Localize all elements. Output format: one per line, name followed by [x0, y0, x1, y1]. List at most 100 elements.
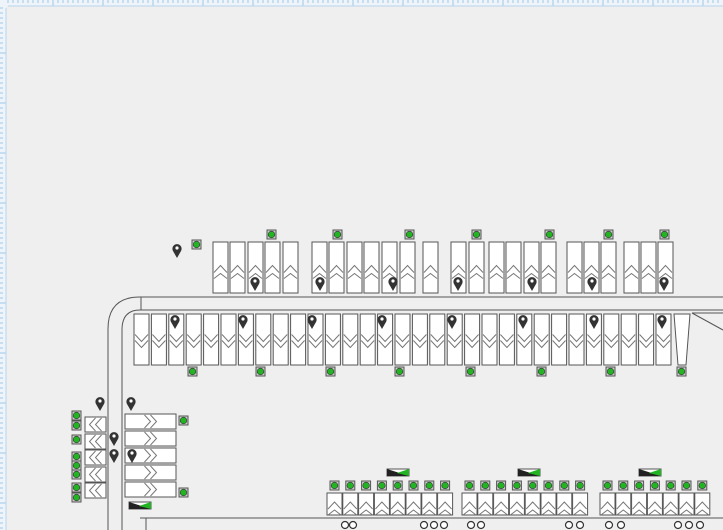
stall-arrow: [273, 334, 288, 349]
location-pin: [170, 315, 180, 329]
location-pin: [657, 315, 667, 329]
charger-fill: [649, 469, 661, 476]
parking-stall: [437, 492, 454, 516]
pin-dot: [112, 451, 116, 455]
sensor-light: [441, 481, 449, 490]
stall-arrow: [88, 450, 102, 465]
parking-stall: [566, 241, 583, 294]
parking-stall: [615, 492, 632, 516]
parking-stall: [389, 492, 406, 516]
pin-dot: [456, 279, 460, 283]
stall-arrow: [88, 434, 102, 449]
pin-dot: [310, 317, 314, 321]
parking-stall: [272, 313, 289, 366]
bollard: [673, 520, 683, 530]
stall-arrow: [451, 264, 466, 279]
sensor-light: [72, 452, 81, 461]
stall-arrow: [360, 334, 375, 349]
pin-dot: [112, 434, 116, 438]
parking-stall: [662, 492, 679, 516]
stall-arrow: [695, 501, 710, 516]
pin-dot: [173, 317, 177, 321]
location-pin: [109, 449, 119, 463]
stall-arrow: [462, 501, 477, 516]
ruler-top: [0, 0, 723, 6]
pin-dot: [253, 279, 257, 283]
parking-stall: [638, 313, 655, 366]
stall-arrow: [343, 501, 358, 516]
parking-stall: [150, 313, 167, 366]
parking-stall: [600, 241, 617, 294]
stall-arrow: [169, 334, 184, 349]
location-pin: [109, 432, 119, 446]
stall-arrow: [587, 334, 601, 349]
location-pin: [238, 315, 248, 329]
stall-arrow: [624, 264, 639, 279]
pin-dot: [590, 279, 594, 283]
parking-stall: [399, 241, 416, 294]
parking-stall: [342, 313, 359, 366]
location-pin: [527, 277, 537, 291]
stall-arrow: [600, 501, 615, 516]
parking-stall: [422, 241, 439, 294]
stall-arrow: [524, 264, 539, 279]
sensor-light: [330, 481, 339, 490]
parking-stall: [646, 492, 663, 516]
stall-arrow: [239, 334, 253, 349]
bollard: [348, 520, 358, 530]
sensor-light: [267, 230, 276, 239]
stall-arrow: [283, 264, 298, 279]
stall-arrow: [395, 334, 410, 349]
stall-arrow: [656, 334, 671, 349]
parking-stall: [508, 492, 525, 516]
pin-dot: [450, 317, 454, 321]
parking-stall: [185, 313, 202, 366]
parking-stall: [282, 241, 299, 294]
bollard: [695, 520, 705, 530]
bollard: [684, 520, 694, 530]
stall-arrow: [204, 334, 218, 349]
stall-arrow: [186, 334, 201, 349]
stall-arrow: [88, 467, 102, 482]
parking-stall: [255, 313, 272, 366]
parking-stall: [631, 492, 648, 516]
parking-stall: [346, 241, 363, 294]
sensor-light: [544, 481, 553, 490]
location-pin: [250, 277, 260, 291]
stall-arrow: [134, 334, 149, 349]
sensor-light: [72, 411, 81, 420]
location-pin: [172, 244, 182, 258]
location-pin: [126, 397, 136, 411]
parking-stall: [168, 313, 185, 366]
stall-arrow: [400, 264, 415, 279]
sensor-light: [362, 481, 370, 490]
charger-fill: [397, 469, 409, 476]
stall-arrow: [144, 431, 158, 446]
parking-stall: [324, 313, 341, 366]
sensor-light: [395, 367, 404, 376]
stall-arrow: [256, 334, 271, 349]
stall-arrow: [482, 334, 497, 349]
pin-dot: [380, 317, 384, 321]
pin-dot: [592, 317, 596, 321]
sensor-light: [72, 421, 81, 430]
parking-stall: [421, 492, 438, 516]
parking-stall: [328, 241, 345, 294]
pin-dot: [98, 399, 102, 403]
stall-arrow: [541, 264, 556, 279]
parking-stall: [359, 313, 376, 366]
bollard: [476, 520, 486, 530]
stall-arrow: [423, 264, 438, 279]
sensor-light: [72, 493, 81, 502]
sensor-light: [682, 481, 691, 490]
stall-arrow: [144, 414, 158, 429]
sensor-light: [409, 481, 418, 490]
sensor-light: [635, 481, 643, 490]
parking-stall: [373, 492, 390, 516]
stall-arrow: [213, 264, 228, 279]
sensor-light: [179, 416, 188, 425]
stall-arrow: [378, 334, 392, 349]
bollard: [429, 520, 439, 530]
bollard: [419, 520, 429, 530]
